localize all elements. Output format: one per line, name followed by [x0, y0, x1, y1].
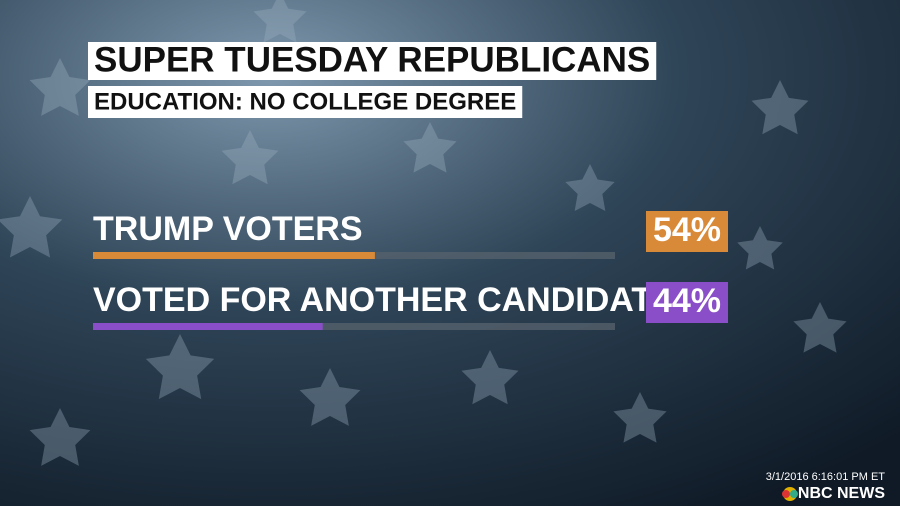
chart-subtitle: EDUCATION: NO COLLEGE DEGREE: [94, 88, 516, 115]
value-label: 54%: [653, 211, 721, 249]
nbc-peacock: [782, 487, 798, 501]
category-label: TRUMP VOTERS: [93, 210, 363, 248]
bar-track: [93, 323, 615, 330]
bar: [93, 252, 375, 259]
bar: [93, 323, 323, 330]
title-box: [88, 42, 657, 80]
subtitle-box: [88, 86, 523, 118]
category-label: VOTED FOR ANOTHER CANDIDATE: [93, 281, 675, 319]
chart-title: SUPER TUESDAY REPUBLICANS: [94, 40, 650, 79]
network-logo: NBC NEWS: [798, 485, 885, 502]
value-box: [646, 282, 728, 323]
value-box: [646, 211, 728, 252]
value-label: 44%: [653, 282, 721, 320]
timestamp: 3/1/2016 6:16:01 PM ET: [766, 471, 886, 483]
